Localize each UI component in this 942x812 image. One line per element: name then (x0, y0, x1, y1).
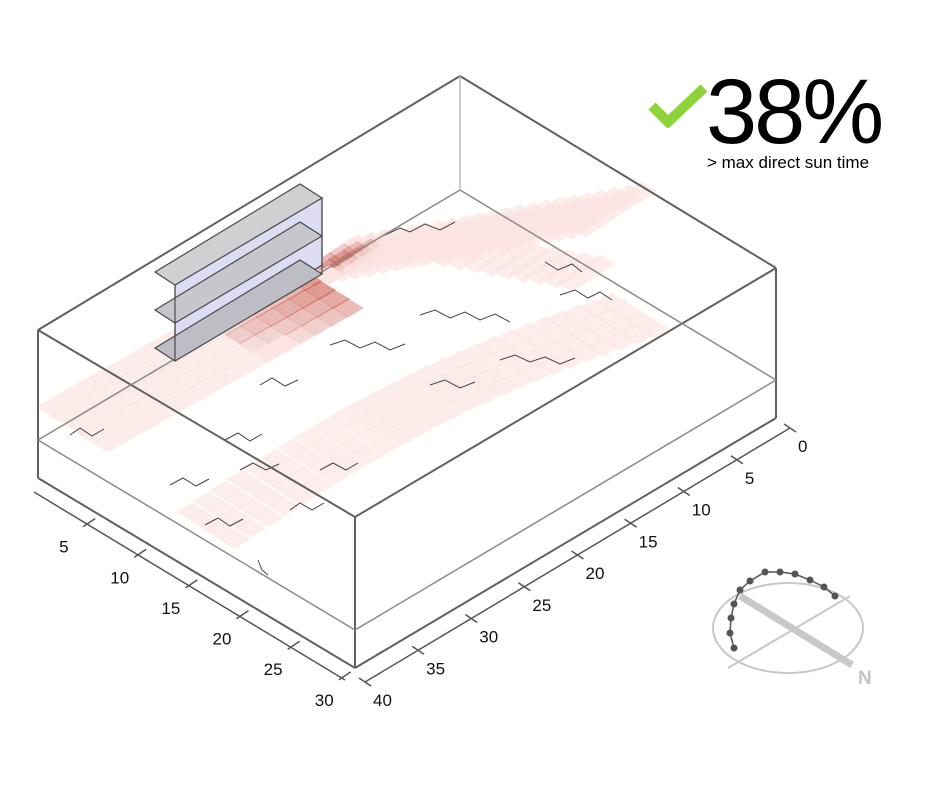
heatmap-cell (386, 426, 418, 446)
heatmap-cell (302, 298, 334, 318)
x-tick-label: 15 (161, 599, 180, 618)
y-tick-label: 30 (479, 628, 498, 647)
heatmap-cell (300, 316, 332, 336)
heatmap-cell (318, 465, 351, 485)
x-tick-label: 20 (213, 630, 232, 649)
heatmap-cell (335, 455, 368, 475)
y-tick (677, 486, 691, 497)
heatmap-cell (92, 433, 124, 453)
x-tick (82, 518, 96, 528)
heatmap-cell (569, 218, 602, 237)
x-tick-label: 5 (59, 538, 68, 557)
x-axis-line (33, 491, 346, 681)
y-tick-label: 0 (798, 437, 807, 456)
x-tick (184, 579, 198, 589)
axis-ticks (33, 423, 797, 687)
heatmap-cell (369, 435, 402, 455)
x-tick-label: 25 (264, 660, 283, 679)
heatmap-cell (234, 518, 267, 538)
heatmap-cell (332, 298, 364, 318)
y-tick (624, 518, 638, 528)
x-tick-label: 10 (110, 568, 129, 587)
y-tick-label: 10 (692, 501, 711, 520)
heatmap-cell (318, 289, 350, 309)
heatmap-cell (251, 507, 284, 527)
north-arrow (738, 593, 854, 668)
y-tick-label: 20 (586, 564, 605, 583)
x-axis-labels: 5 10 15 20 25 30 (59, 538, 334, 710)
x-tick-label: 30 (315, 691, 334, 710)
y-tick-label: 40 (373, 691, 392, 710)
heatmap-cell (268, 496, 301, 516)
heatmap-cell (270, 316, 302, 336)
y-tick (571, 550, 584, 560)
y-tick-label: 5 (745, 469, 754, 488)
heatmap-cell (256, 307, 288, 327)
heatmap-cell (304, 280, 336, 300)
y-tick-label: 25 (532, 596, 551, 615)
y-tick (783, 423, 797, 433)
x-tick (133, 548, 147, 558)
sun-position-dots (726, 568, 839, 652)
y-tick (411, 645, 425, 655)
sun-path-compass: N (712, 568, 872, 689)
heatmap-cell (288, 289, 320, 309)
check-icon (648, 84, 708, 128)
heatmap-cell (352, 445, 385, 465)
x-tick (236, 609, 249, 620)
heatmap-cell (240, 316, 272, 336)
y-tick-label: 15 (639, 532, 658, 551)
heatmap-cell (286, 307, 318, 327)
floor-plane (37, 76, 777, 631)
y-tick (464, 613, 478, 624)
y-tick (730, 455, 744, 465)
heatmap-contours (69, 221, 613, 576)
x-tick (287, 640, 301, 650)
percent-value: 38% (706, 61, 884, 163)
heatmap-cell (218, 529, 250, 549)
sun-heatmap (36, 182, 670, 549)
heatmap-cell (316, 307, 348, 327)
y-tick-label: 35 (426, 659, 445, 678)
y-tick (517, 582, 531, 592)
building-model (153, 183, 324, 362)
north-label: N (858, 668, 872, 689)
x-tick (338, 671, 352, 681)
y-tick (358, 677, 372, 687)
percent-caption: > max direct sun time (707, 153, 870, 172)
y-axis-labels: 0 5 10 15 20 25 30 35 40 (373, 437, 807, 710)
heatmap-cell (272, 298, 304, 318)
room-frame (37, 75, 777, 669)
